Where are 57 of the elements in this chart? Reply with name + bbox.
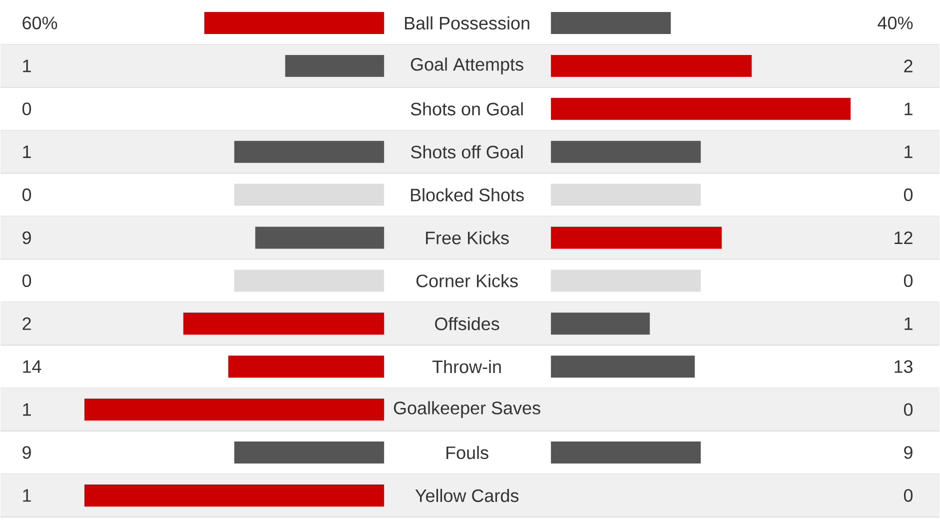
text: 40% xyxy=(878,16,913,30)
text: 1 xyxy=(904,317,912,330)
y-tick-label: Offsides xyxy=(435,316,500,330)
text: 2 xyxy=(22,317,31,330)
bar xyxy=(285,54,384,77)
text: 60% xyxy=(22,16,58,30)
bar xyxy=(550,355,695,378)
text: 9 xyxy=(22,446,31,459)
y-tick-label: Shots off Goal xyxy=(411,145,523,158)
y-tick-label: Free Kicks xyxy=(426,230,509,244)
y-tick-label: Throw-in xyxy=(432,360,501,373)
y-tick-label: Blocked Shots xyxy=(411,188,524,202)
y-tick-label: Ball Possession xyxy=(405,16,530,30)
text: 2 xyxy=(904,59,912,72)
bar xyxy=(255,226,384,249)
text: 0 xyxy=(904,188,913,201)
y-tick-label: Corner Kicks xyxy=(416,274,518,288)
text: 12 xyxy=(894,231,912,244)
y-tick-label: Fouls xyxy=(446,446,488,459)
y-tick-label: Goalkeeper Saves xyxy=(394,400,540,418)
bar xyxy=(183,312,384,334)
bar xyxy=(84,398,384,420)
text: 0 xyxy=(904,274,913,287)
bar xyxy=(234,441,384,464)
text: 14 xyxy=(23,360,42,373)
text: 1 xyxy=(23,403,31,416)
text: 1 xyxy=(23,60,31,72)
bar xyxy=(550,184,701,206)
bar xyxy=(550,441,701,464)
text: 0 xyxy=(22,188,32,201)
y-tick-label: Shots on Goal xyxy=(410,102,523,116)
text: 0 xyxy=(904,488,913,502)
bar xyxy=(234,269,384,292)
bar xyxy=(550,226,722,249)
text: 1 xyxy=(904,102,912,115)
text: 0 xyxy=(22,102,32,116)
bar xyxy=(550,269,701,292)
text: 0 xyxy=(904,402,913,416)
text: 13 xyxy=(894,360,912,373)
bar xyxy=(550,98,851,120)
text: 9 xyxy=(904,446,912,459)
bar xyxy=(204,12,384,34)
text: 1 xyxy=(904,145,912,158)
bar xyxy=(234,184,384,206)
bar xyxy=(234,140,384,163)
text: 1 xyxy=(23,489,31,502)
text: 1 xyxy=(23,145,31,158)
bar xyxy=(550,312,650,334)
bar xyxy=(550,12,671,34)
bar xyxy=(550,140,701,163)
text: 0 xyxy=(22,274,32,287)
y-tick-label: Yellow Cards xyxy=(415,488,518,502)
bar xyxy=(84,484,384,506)
text: 9 xyxy=(22,231,31,244)
y-tick-label: Goal Attempts xyxy=(410,57,524,74)
bar xyxy=(550,54,752,77)
bar xyxy=(228,355,384,378)
